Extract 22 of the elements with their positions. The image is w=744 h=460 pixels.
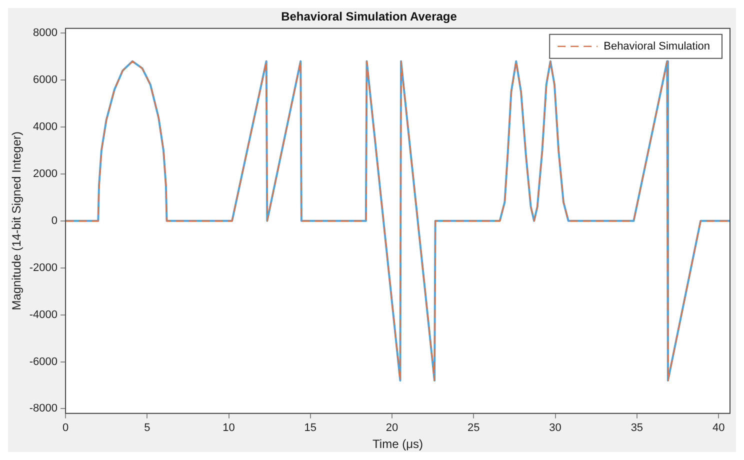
y-tick-label: 0 <box>51 214 58 227</box>
x-tick-label: 10 <box>222 422 235 434</box>
y-tick-label: -6000 <box>29 356 58 368</box>
x-tick-label: 25 <box>468 422 480 434</box>
x-tick-label: 20 <box>386 422 398 434</box>
y-tick-label: 6000 <box>33 74 58 86</box>
legend-label: Behavioral Simulation <box>604 40 710 52</box>
y-tick-label: 4000 <box>33 121 58 134</box>
y-tick-label: -2000 <box>29 262 58 274</box>
x-tick-label: 40 <box>712 422 725 434</box>
x-tick-label: 0 <box>62 422 69 434</box>
y-tick-label: -4000 <box>29 308 58 321</box>
y-tick-label: -8000 <box>29 402 58 415</box>
x-tick-label: 5 <box>144 422 150 434</box>
x-tick-label: 15 <box>304 422 317 434</box>
chart-title: Behavioral Simulation Average <box>281 10 458 24</box>
x-tick-label: 35 <box>630 422 644 434</box>
x-tick-label: 30 <box>549 422 562 434</box>
y-axis-title: Magnitude (14-bit Signed Integer) <box>10 132 24 310</box>
y-tick-label: 8000 <box>33 27 58 40</box>
x-axis-title: Time (μs) <box>372 437 423 452</box>
y-tick-label: 2000 <box>33 168 58 180</box>
